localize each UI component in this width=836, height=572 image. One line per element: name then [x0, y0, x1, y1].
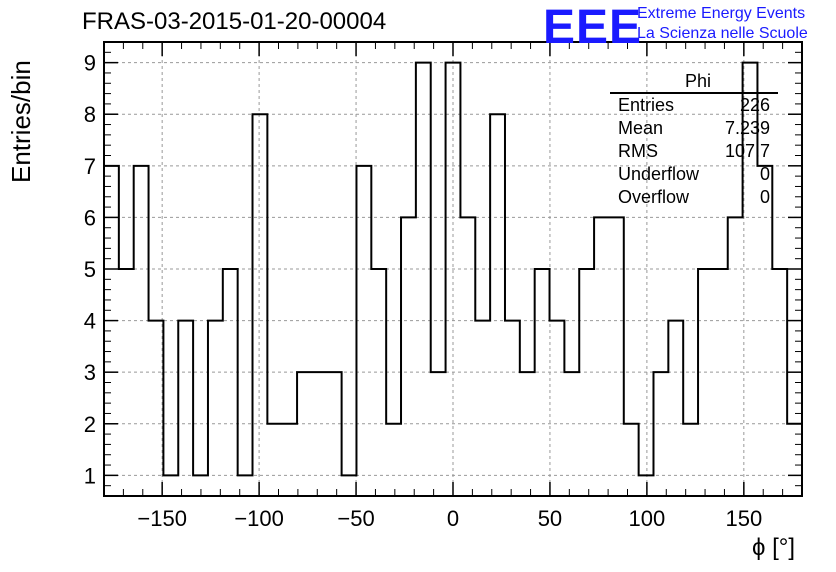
y-tick-label: 4	[84, 309, 96, 334]
stats-label: RMS	[618, 141, 658, 161]
x-tick-label: 150	[725, 506, 762, 531]
stats-label: Underflow	[618, 164, 700, 184]
stats-label: Overflow	[618, 187, 690, 207]
y-tick-label: 3	[84, 360, 96, 385]
chart-title: FRAS-03-2015-01-20-00004	[82, 8, 387, 35]
y-tick-label: 6	[84, 205, 96, 230]
x-tick-label: −100	[234, 506, 284, 531]
y-tick-label: 2	[84, 412, 96, 437]
stats-label: Entries	[618, 95, 675, 115]
eee-logo: EEE	[543, 1, 643, 54]
y-tick-label: 5	[84, 257, 96, 282]
x-tick-label: 0	[447, 506, 459, 531]
x-tick-label: −150	[137, 506, 187, 531]
stats-value: 0	[759, 187, 770, 207]
stats-row: Underflow 0	[610, 163, 778, 186]
x-tick-label: 50	[538, 506, 562, 531]
y-tick-label: 8	[84, 102, 96, 127]
y-tick-label: 9	[84, 51, 96, 76]
logo-caption: Extreme Energy Events La Scienza nelle S…	[637, 4, 808, 44]
stats-row: Entries 226	[610, 94, 778, 117]
stats-value: 226	[739, 95, 770, 115]
stats-value: 107.7	[724, 141, 770, 161]
stats-label: Mean	[618, 118, 664, 138]
stats-row: RMS 107.7	[610, 140, 778, 163]
y-axis-label: Entries/bin	[6, 60, 36, 183]
stats-box: Phi Entries 226 Mean 7.239 RMS 107.7 Underf…	[610, 70, 778, 209]
y-tick-label: 1	[84, 463, 96, 488]
stats-row: Mean 7.239	[610, 117, 778, 140]
x-axis-label: ϕ [°]	[752, 534, 796, 561]
stats-value: 0	[759, 164, 770, 184]
stats-title: Phi	[610, 70, 778, 94]
histogram-step-line	[104, 61, 802, 477]
logo-caption-line1: Extreme Energy Events	[637, 5, 806, 22]
x-tick-label: 100	[629, 506, 666, 531]
x-tick-label: −50	[337, 506, 374, 531]
stats-row: Overflow 0	[610, 186, 778, 209]
stats-value: 7.239	[724, 118, 770, 138]
y-tick-label: 7	[84, 154, 96, 179]
logo-caption-line2: La Scienza nelle Scuole	[637, 25, 808, 42]
